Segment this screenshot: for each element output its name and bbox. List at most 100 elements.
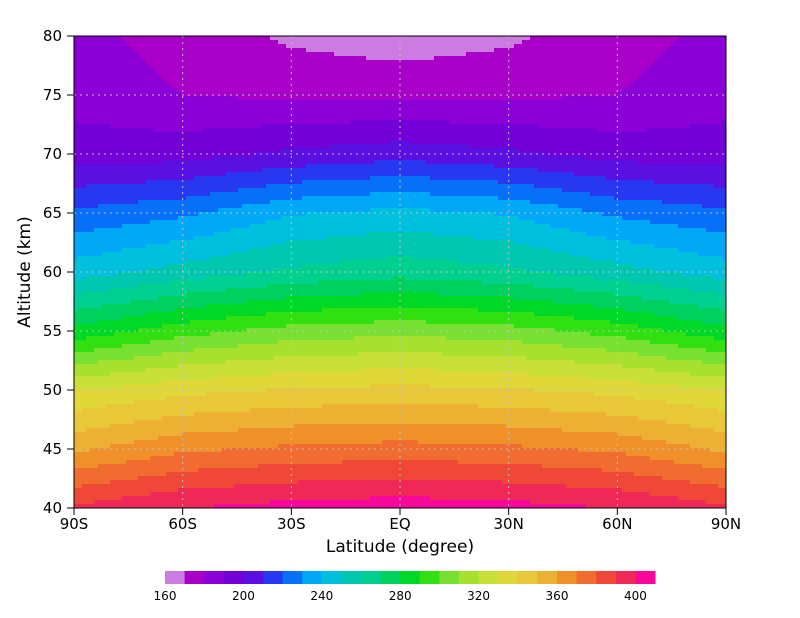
contour-cell: [670, 140, 674, 144]
contour-cell: [546, 52, 550, 56]
contour-cell: [466, 52, 470, 56]
contour-cell: [258, 148, 262, 152]
contour-cell: [414, 96, 418, 100]
contour-cell: [538, 48, 542, 52]
contour-cell: [182, 128, 186, 132]
contour-cell: [462, 68, 466, 72]
contour-cell: [194, 132, 198, 136]
contour-cell: [618, 92, 622, 96]
contour-cell: [646, 108, 650, 112]
contour-cell: [210, 120, 214, 124]
contour-cell: [454, 56, 458, 60]
contour-cell: [218, 140, 222, 144]
contour-cell: [462, 124, 466, 128]
contour-cell: [94, 148, 98, 152]
contour-cell: [230, 36, 234, 40]
contour-cell: [130, 56, 134, 60]
contour-cell: [350, 40, 354, 44]
contour-cell: [350, 156, 354, 160]
contour-cell: [538, 144, 542, 148]
contour-cell: [686, 36, 690, 40]
contour-cell: [558, 84, 562, 88]
contour-cell: [374, 104, 378, 108]
contour-cell: [530, 36, 534, 40]
contour-cell: [218, 100, 222, 104]
contour-cell: [462, 116, 466, 120]
contour-cell: [514, 124, 518, 128]
contour-cell: [498, 148, 502, 152]
contour-cell: [346, 108, 350, 112]
contour-cell: [262, 92, 266, 96]
contour-cell: [534, 64, 538, 68]
contour-cell: [98, 124, 102, 128]
contour-cell: [138, 156, 142, 160]
contour-cell: [710, 116, 714, 120]
contour-cell: [518, 112, 522, 116]
contour-cell: [498, 108, 502, 112]
contour-cell: [114, 64, 118, 68]
contour-cell: [458, 76, 462, 80]
contour-cell: [590, 72, 594, 76]
contour-cell: [554, 144, 558, 148]
contour-cell: [654, 96, 658, 100]
contour-cell: [642, 132, 646, 136]
contour-cell: [602, 148, 606, 152]
contour-cell: [514, 76, 518, 80]
contour-cell: [638, 112, 642, 116]
contour-cell: [250, 48, 254, 52]
contour-cell: [246, 48, 250, 52]
contour-cell: [346, 124, 350, 128]
contour-cell: [306, 112, 310, 116]
contour-cell: [438, 56, 442, 60]
contour-cell: [442, 84, 446, 88]
contour-cell: [262, 48, 266, 52]
contour-cell: [194, 60, 198, 64]
contour-cell: [278, 76, 282, 80]
contour-cell: [134, 136, 138, 140]
contour-cell: [114, 72, 118, 76]
contour-cell: [550, 120, 554, 124]
contour-cell: [106, 140, 110, 144]
contour-cell: [338, 48, 342, 52]
contour-cell: [410, 88, 414, 92]
contour-cell: [606, 84, 610, 88]
contour-cell: [254, 104, 258, 108]
contour-cell: [662, 144, 666, 148]
contour-cell: [634, 108, 638, 112]
contour-cell: [686, 112, 690, 116]
contour-cell: [174, 84, 178, 88]
contour-cell: [690, 44, 694, 48]
contour-cell: [646, 80, 650, 84]
contour-cell: [190, 132, 194, 136]
contour-cell: [674, 80, 678, 84]
contour-cell: [238, 80, 242, 84]
contour-cell: [302, 64, 306, 68]
contour-cell: [230, 104, 234, 108]
contour-cell: [482, 56, 486, 60]
contour-cell: [330, 52, 334, 56]
contour-cell: [570, 80, 574, 84]
contour-cell: [126, 72, 130, 76]
contour-cell: [218, 116, 222, 120]
contour-cell: [570, 52, 574, 56]
contour-cell: [322, 84, 326, 88]
contour-cell: [574, 84, 578, 88]
contour-cell: [278, 124, 282, 128]
contour-cell: [342, 112, 346, 116]
contour-cell: [122, 128, 126, 132]
contour-cell: [174, 72, 178, 76]
contour-cell: [234, 36, 238, 40]
contour-cell: [458, 144, 462, 148]
contour-cell: [586, 64, 590, 68]
contour-cell: [410, 68, 414, 72]
contour-cell: [610, 100, 614, 104]
contour-cell: [326, 60, 330, 64]
contour-cell: [706, 80, 710, 84]
contour-cell: [682, 72, 686, 76]
contour-cell: [502, 124, 506, 128]
contour-cell: [662, 100, 666, 104]
contour-cell: [210, 76, 214, 80]
contour-cell: [402, 88, 406, 92]
contour-cell: [622, 140, 626, 144]
contour-cell: [226, 56, 230, 60]
